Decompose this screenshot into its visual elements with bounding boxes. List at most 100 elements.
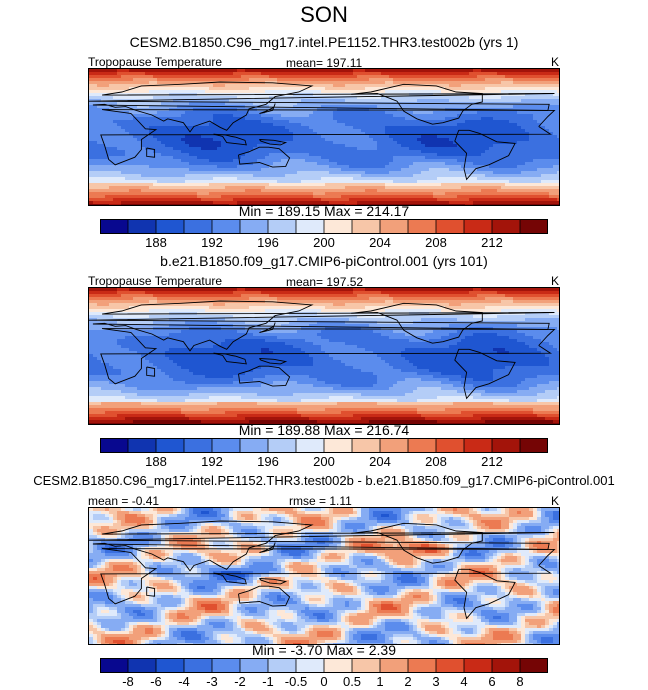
contour-cell (301, 153, 306, 157)
contour-cell (129, 138, 134, 142)
contour-cell (413, 147, 418, 151)
contour-cell (477, 129, 482, 133)
contour-cell (117, 156, 122, 160)
contour-cell (109, 123, 114, 127)
contour-cell (277, 114, 282, 118)
contour-cell (409, 69, 414, 73)
contour-cell (269, 138, 274, 142)
contour-cell (337, 186, 342, 190)
contour-cell (133, 183, 138, 187)
contour-cell (277, 126, 282, 130)
contour-cell (361, 114, 366, 118)
contour-cell (321, 162, 326, 166)
contour-cell (169, 99, 174, 103)
contour-cell (513, 186, 518, 190)
contour-cell (545, 189, 550, 193)
contour-cell (229, 132, 234, 136)
contour-cell (509, 126, 514, 130)
contour-cell (161, 159, 166, 163)
contour-cell (205, 165, 210, 169)
contour-cell (113, 81, 118, 85)
contour-cell (213, 168, 218, 172)
contour-cell (445, 168, 450, 172)
contour-cell (273, 135, 278, 139)
contour-cell (521, 111, 526, 115)
contour-cell (129, 111, 134, 115)
contour-cell (93, 120, 98, 124)
contour-cell (133, 117, 138, 121)
contour-cell (341, 114, 346, 118)
contour-cell (153, 132, 158, 136)
contour-cell (277, 135, 282, 139)
contour-cell (185, 135, 190, 139)
contour-cell (225, 117, 230, 121)
contour-field (89, 69, 559, 205)
contour-cell (409, 96, 414, 100)
contour-cell (93, 168, 98, 172)
contour-cell (373, 180, 378, 184)
contour-cell (113, 138, 118, 142)
contour-cell (381, 153, 386, 157)
contour-cell (165, 165, 170, 169)
contour-cell (417, 183, 422, 187)
contour-cell (517, 105, 522, 109)
contour-cell (129, 168, 134, 172)
contour-cell (437, 186, 442, 190)
contour-cell (189, 165, 194, 169)
contour-cell (445, 186, 450, 190)
contour-cell (273, 132, 278, 136)
contour-cell (253, 69, 258, 73)
contour-cell (261, 132, 266, 136)
contour-cell (265, 123, 270, 127)
contour-cell (257, 150, 262, 154)
contour-cell (421, 123, 426, 127)
contour-cell (505, 90, 510, 94)
contour-cell (201, 117, 206, 121)
contour-cell (245, 180, 250, 184)
contour-cell (233, 114, 238, 118)
contour-cell (237, 162, 242, 166)
contour-cell (433, 168, 438, 172)
contour-cell (369, 165, 374, 169)
contour-cell (125, 159, 130, 163)
contour-cell (509, 120, 514, 124)
contour-cell (349, 114, 354, 118)
contour-cell (113, 117, 118, 121)
contour-cell (177, 102, 182, 106)
contour-cell (529, 144, 534, 148)
contour-cell (349, 138, 354, 142)
contour-cell (381, 168, 386, 172)
contour-cell (169, 129, 174, 133)
contour-cell (269, 75, 274, 79)
contour-cell (465, 120, 470, 124)
contour-cell (397, 87, 402, 91)
contour-cell (457, 192, 462, 196)
contour-cell (389, 96, 394, 100)
contour-cell (489, 153, 494, 157)
contour-cell (301, 69, 306, 73)
contour-cell (341, 120, 346, 124)
contour-cell (485, 165, 490, 169)
contour-cell (337, 168, 342, 172)
contour-cell (273, 117, 278, 121)
contour-cell (525, 153, 530, 157)
contour-cell (121, 174, 126, 178)
contour-cell (349, 144, 354, 148)
contour-cell (357, 87, 362, 91)
contour-cell (93, 96, 98, 100)
contour-cell (445, 114, 450, 118)
contour-cell (449, 186, 454, 190)
contour-cell (189, 69, 194, 73)
contour-cell (481, 129, 486, 133)
contour-cell (509, 177, 514, 181)
contour-cell (205, 111, 210, 115)
contour-cell (357, 138, 362, 142)
contour-cell (325, 189, 330, 193)
contour-cell (533, 90, 538, 94)
contour-cell (469, 150, 474, 154)
contour-cell (433, 96, 438, 100)
contour-cell (385, 138, 390, 142)
contour-cell (381, 174, 386, 178)
contour-cell (349, 159, 354, 163)
contour-cell (177, 117, 182, 121)
